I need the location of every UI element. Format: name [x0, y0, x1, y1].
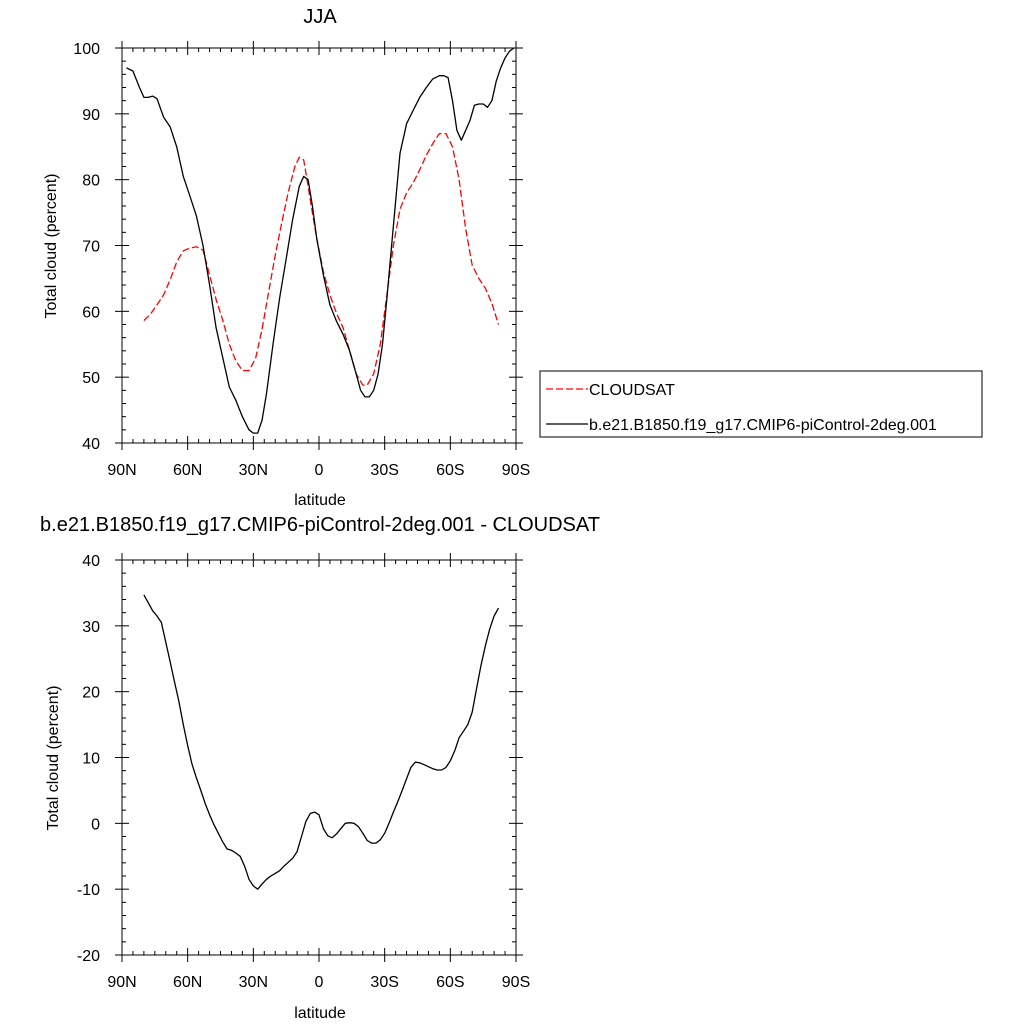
bottom-xtick-label: 60S	[436, 974, 464, 991]
top-plot-frame	[121, 47, 517, 444]
bottom-ytick-label: 20	[82, 685, 100, 702]
top-ytick-label: 100	[73, 41, 100, 58]
bottom-chart-title: b.e21.B1850.f19_g17.CMIP6-piControl-2deg…	[40, 514, 600, 536]
bottom-xtick-label: 0	[315, 974, 324, 991]
top-xtick-label: 60S	[436, 462, 464, 479]
top-xtick-label: 0	[315, 462, 324, 479]
bottom-ytick-label: 10	[82, 751, 100, 768]
top-ytick-label: 80	[82, 173, 100, 190]
top-chart-title: JJA	[303, 6, 337, 28]
bottom-ytick-label: 40	[82, 553, 100, 570]
top-xtick-label: 30N	[239, 462, 268, 479]
top-series-line-cloudsat	[143, 132, 500, 386]
bottom-ytick-label: 30	[82, 619, 100, 636]
top-chart-ylabel: Total cloud (percent)	[43, 174, 60, 319]
top-chart: JJA Total cloud (percent) latitude 90N 60…	[43, 6, 530, 509]
top-xtick-label: 30S	[370, 462, 398, 479]
top-xtick-label: 90N	[107, 462, 136, 479]
bottom-plot-frame	[121, 559, 517, 956]
bottom-xtick-label: 60N	[173, 974, 202, 991]
bottom-xtick-label: 90N	[107, 974, 136, 991]
bottom-xtick-label: 30S	[370, 974, 398, 991]
top-series-line-model	[126, 47, 515, 434]
bottom-xtick-label: 30N	[239, 974, 268, 991]
bottom-series-line-difference	[143, 594, 500, 890]
legend-label-cloudsat: CLOUDSAT	[589, 382, 675, 399]
top-ytick-label: 40	[82, 436, 100, 453]
top-ytick-label: 60	[82, 304, 100, 321]
top-ytick-label: 70	[82, 239, 100, 256]
bottom-ytick-label: -20	[77, 948, 100, 965]
top-chart-xlabel: latitude	[294, 492, 346, 509]
bottom-xtick-label: 90S	[502, 974, 530, 991]
top-ytick-label: 90	[82, 107, 100, 124]
bottom-ytick-label: 0	[91, 816, 100, 833]
legend-box	[539, 370, 983, 438]
top-ytick-label: 50	[82, 370, 100, 387]
legend-label-model: b.e21.B1850.f19_g17.CMIP6-piControl-2deg…	[589, 417, 937, 434]
bottom-chart: b.e21.B1850.f19_g17.CMIP6-piControl-2deg…	[40, 514, 600, 1022]
top-xtick-label: 90S	[502, 462, 530, 479]
bottom-chart-xlabel: latitude	[294, 1005, 346, 1022]
legend: CLOUDSAT b.e21.B1850.f19_g17.CMIP6-piCon…	[539, 370, 983, 438]
bottom-ytick-label: -10	[77, 882, 100, 899]
bottom-chart-ylabel: Total cloud (percent)	[45, 686, 62, 831]
top-xtick-label: 60N	[173, 462, 202, 479]
